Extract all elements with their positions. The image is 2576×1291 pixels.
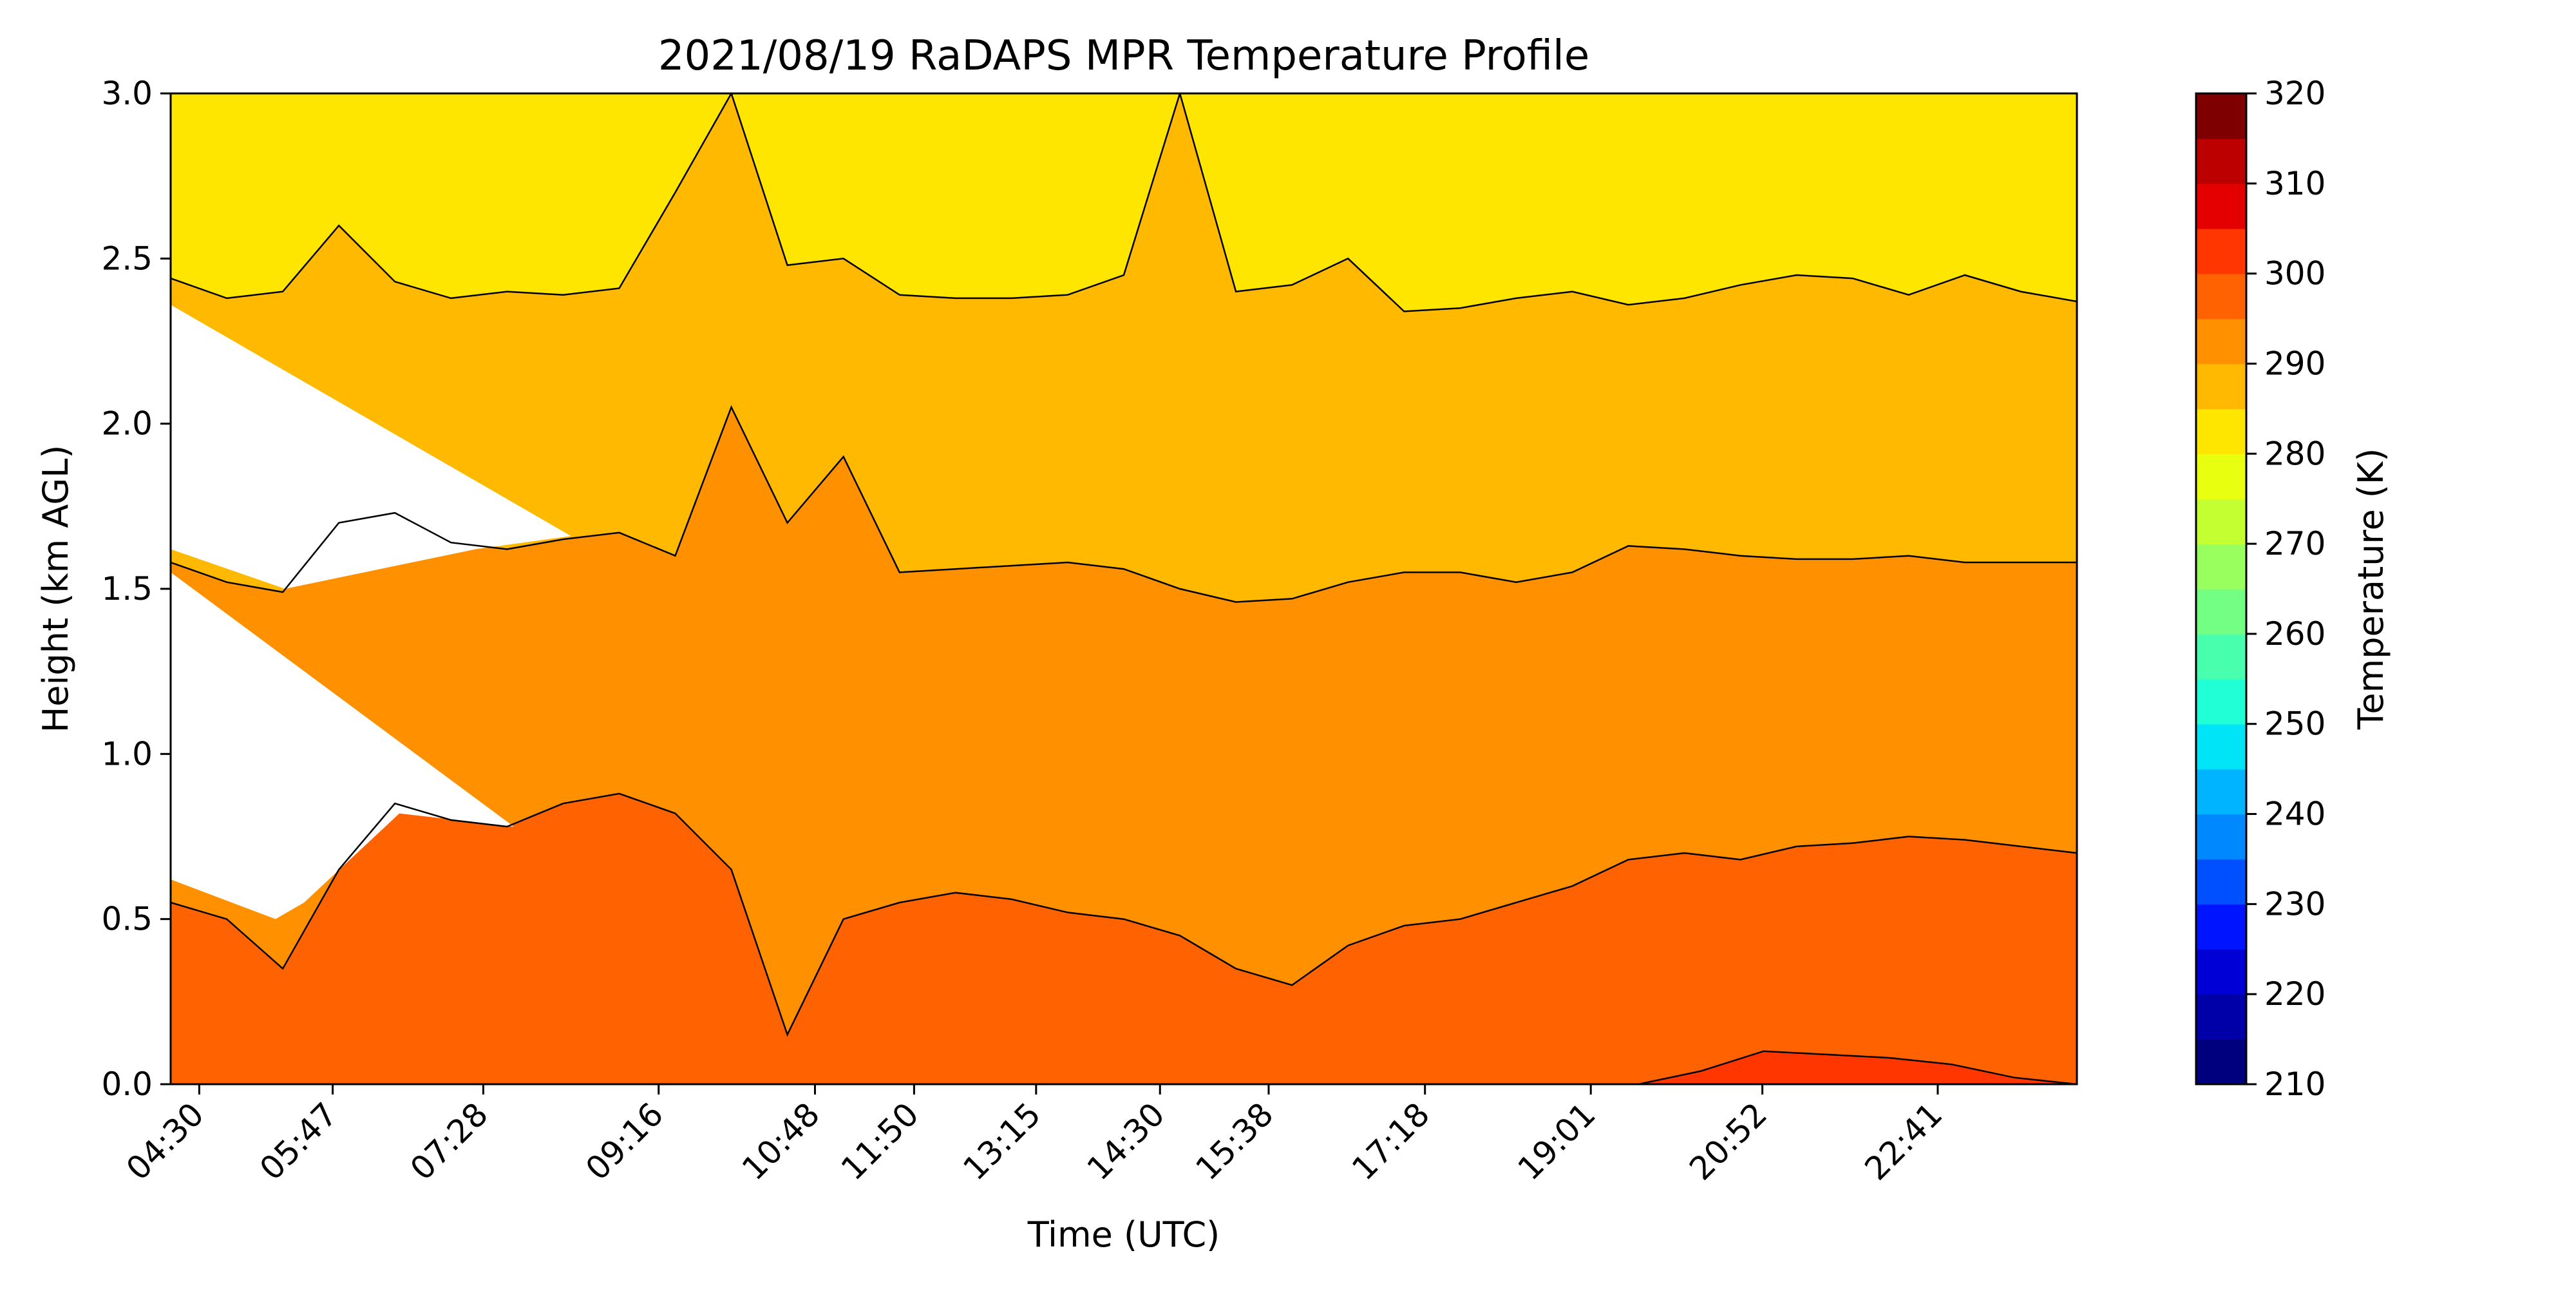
y-axis: 0.0 0.5 1.0 1.5 2.0 2.5 3.0 xyxy=(101,75,171,1103)
x-tick-label: 20:52 xyxy=(1682,1095,1774,1187)
y-tick-label: 2.5 xyxy=(101,240,153,277)
colorbar-segment xyxy=(2196,183,2246,229)
colorbar-segment xyxy=(2196,93,2246,139)
band-290-295K xyxy=(171,407,2077,1035)
colorbar-tick-label: 270 xyxy=(2264,525,2325,562)
x-tick-label: 22:41 xyxy=(1858,1095,1950,1187)
colorbar-tick-label: 320 xyxy=(2264,75,2325,112)
colorbar-segment xyxy=(2196,769,2246,815)
contour-295K xyxy=(171,792,2077,1037)
colorbar-segment xyxy=(2196,499,2246,544)
y-tick-label: 2.0 xyxy=(101,405,153,443)
y-tick-label: 1.5 xyxy=(101,570,153,607)
colorbar-tick-label: 230 xyxy=(2264,885,2325,923)
contour-285K xyxy=(171,93,2077,312)
colorbar-tick-label: 260 xyxy=(2264,615,2325,653)
colorbar-segment xyxy=(2196,859,2246,905)
missing-data-wedge-upper xyxy=(171,305,571,589)
colorbar-axis: 210 220 230 240 250 260 270 280 290 300 310 320 xyxy=(2246,75,2325,1103)
colorbar-tick-label: 220 xyxy=(2264,975,2325,1013)
y-axis-label: Height (km AGL) xyxy=(35,445,76,733)
colorbar-segment xyxy=(2196,949,2246,995)
colorbar-segment xyxy=(2196,544,2246,589)
colorbar-tick-label: 210 xyxy=(2264,1066,2325,1103)
colorbar-tick-label: 300 xyxy=(2264,255,2325,292)
colorbar-tick-label: 280 xyxy=(2264,435,2325,472)
band-295-300K xyxy=(171,793,2077,1084)
colorbar-frame xyxy=(2195,92,2248,1085)
missing-data-wedge-lower xyxy=(171,572,514,919)
colorbar-label: Temperature (K) xyxy=(2351,448,2391,731)
colorbar-segment xyxy=(2196,363,2246,410)
plot-area xyxy=(171,93,2077,1084)
x-tick-label: 04:30 xyxy=(119,1095,211,1187)
x-tick-label: 10:48 xyxy=(735,1095,827,1187)
x-axis: 04:30 05:47 07:28 09:16 10:48 11:50 13:15 14:30… xyxy=(119,1084,1949,1187)
y-tick-label: 1.0 xyxy=(101,735,153,772)
colorbar-segment xyxy=(2196,904,2246,950)
x-tick-label: 17:18 xyxy=(1345,1095,1437,1187)
band-300-305K xyxy=(1638,1051,2077,1084)
colorbar-segment xyxy=(2196,723,2246,770)
colorbar-tick-label: 240 xyxy=(2264,796,2325,833)
y-tick-label: 3.0 xyxy=(101,75,153,112)
colorbar-segment xyxy=(2196,994,2246,1040)
x-tick-label: 13:15 xyxy=(956,1095,1048,1187)
contour-290K xyxy=(171,405,2077,603)
x-tick-label: 19:01 xyxy=(1511,1095,1603,1187)
colorbar-segment xyxy=(2196,228,2246,274)
x-tick-label: 14:30 xyxy=(1080,1095,1172,1187)
chart-title: 2021/08/19 RaDAPS MPR Temperature Profil… xyxy=(658,32,1589,80)
colorbar-segment xyxy=(2196,138,2246,184)
colorbar-segment xyxy=(2196,814,2246,860)
colorbar xyxy=(2195,92,2248,1085)
colorbar-segment xyxy=(2196,1039,2246,1085)
band-280-285K xyxy=(171,93,2077,312)
x-tick-label: 09:16 xyxy=(578,1095,670,1187)
colorbar-tick-label: 250 xyxy=(2264,705,2325,743)
colorbar-tick-label: 290 xyxy=(2264,345,2325,382)
contour-300K xyxy=(1638,1050,2077,1084)
x-tick-label: 11:50 xyxy=(834,1095,926,1187)
x-axis-label: Time (UTC) xyxy=(1027,1214,1220,1255)
x-tick-label: 07:28 xyxy=(403,1095,495,1187)
colorbar-segment xyxy=(2196,678,2246,725)
colorbar-segment xyxy=(2196,318,2246,365)
colorbar-segment xyxy=(2196,408,2246,455)
colorbar-segment xyxy=(2196,273,2246,320)
y-tick-label: 0.5 xyxy=(101,901,153,938)
colorbar-segment xyxy=(2196,589,2246,635)
colorbar-segment xyxy=(2196,454,2246,499)
colorbar-tick-label: 310 xyxy=(2264,165,2325,202)
x-tick-label: 05:47 xyxy=(252,1095,345,1187)
x-tick-label: 15:38 xyxy=(1189,1095,1281,1187)
y-tick-label: 0.0 xyxy=(101,1066,153,1103)
colorbar-segment xyxy=(2196,633,2246,680)
